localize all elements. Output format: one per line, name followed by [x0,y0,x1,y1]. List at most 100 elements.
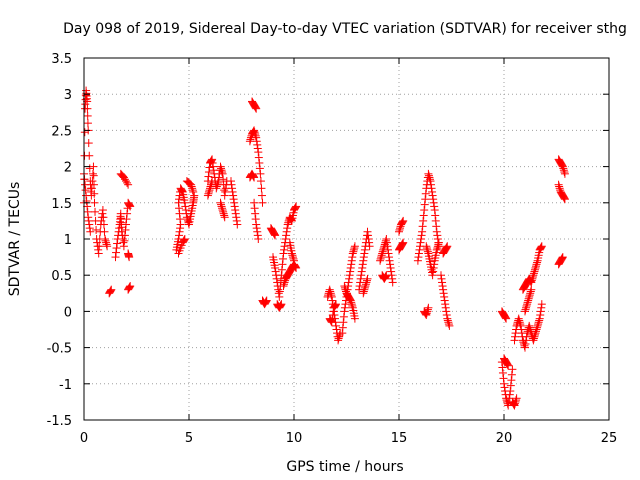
data-point [413,256,422,265]
data-point [254,235,263,243]
data-point [291,203,300,212]
data-point [278,260,287,269]
data-point [107,285,116,294]
data-point [531,263,540,272]
data-point [432,245,441,254]
x-tick-label: 10 [286,431,303,446]
data-point [430,260,439,269]
data-point [189,187,198,196]
data-point [516,320,525,329]
data-point [217,202,226,211]
data-point [82,191,91,200]
data-point [506,387,515,396]
data-point [251,103,260,112]
data-point [500,379,508,388]
data-point [220,191,229,200]
data-point [178,187,187,196]
axis-ticks [83,57,610,421]
data-point [521,305,530,314]
data-point [288,251,297,260]
data-point [218,204,227,213]
data-point [124,180,133,189]
data-point [345,274,354,283]
data-point [417,235,426,243]
data-point [120,175,129,184]
data-point [338,329,347,338]
data-point [89,180,98,189]
data-point [253,140,262,149]
data-point [423,245,432,254]
data-point [276,301,285,310]
data-point [221,187,230,196]
data-point [528,273,537,282]
data-point [501,312,510,321]
data-point [430,202,439,211]
data-point [385,256,394,265]
data-point [420,200,429,209]
data-point [207,178,216,187]
data-point [434,240,443,249]
data-point [559,166,568,175]
data-point [532,262,541,271]
data-point [204,172,213,181]
data-point [277,265,286,274]
data-point [249,172,258,181]
data-point [325,285,334,294]
data-point [290,256,298,265]
data-point [249,171,258,180]
data-point [208,177,217,186]
data-point [253,144,262,153]
data-point [523,300,532,309]
data-point [510,401,519,410]
data-point [126,202,135,211]
data-point [120,236,129,245]
data-point [388,274,397,283]
data-point [529,336,538,345]
data-point [388,278,397,287]
data-point [204,187,213,196]
axis-tick-labels: 0 5 10 15 20 25 -1.5 -1 -0.5 0 0.5 1 1.5 2 2.5 3 3.5 [47,52,618,446]
data-point [206,182,215,191]
data-point [554,180,563,189]
data-point [251,131,260,140]
data-point [220,211,229,220]
data-point [557,254,566,263]
data-point [414,249,423,258]
data-point [516,321,525,330]
data-point [98,209,107,218]
data-point [125,282,134,291]
data-point [251,102,260,111]
data-point [183,216,192,225]
data-point [120,231,129,240]
data-point [347,256,356,265]
data-point [251,215,260,224]
data-point [511,332,520,341]
data-point [262,297,271,306]
data-point [246,135,255,144]
data-point [340,282,349,291]
data-point [181,202,190,211]
data-point [345,271,354,280]
data-point [376,256,385,265]
data-point [358,263,367,272]
data-point [526,287,535,296]
data-point [359,289,368,298]
data-point [292,202,301,211]
data-point [512,396,521,405]
data-point [83,207,92,216]
data-point [250,173,259,182]
data-point [422,309,431,318]
data-point [283,224,292,233]
data-point [279,282,288,291]
data-point [84,139,93,148]
data-point [112,244,121,253]
data-point [347,260,356,269]
data-point [537,242,546,251]
data-point [125,253,134,262]
data-point [179,236,188,245]
data-point [358,260,367,269]
data-point [121,225,130,234]
data-point [277,300,286,309]
data-point [359,256,368,265]
data-point [209,162,218,171]
